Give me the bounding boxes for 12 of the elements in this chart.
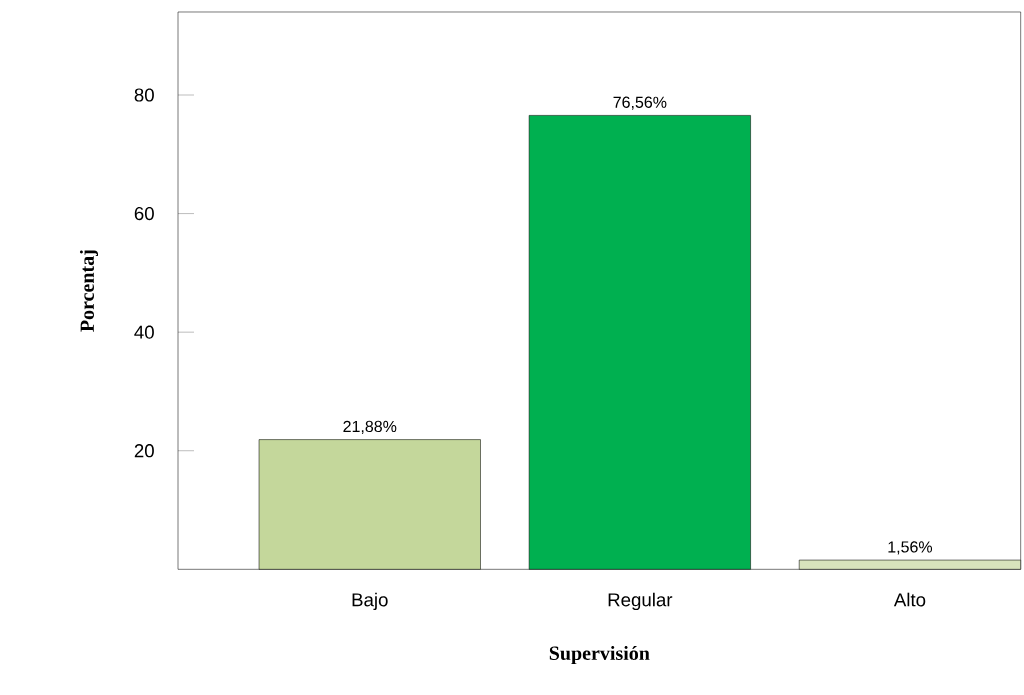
x-axis-title: Supervisión (549, 646, 650, 665)
data-label: 76,56% (613, 96, 667, 110)
x-tick-label: Alto (893, 592, 926, 607)
x-tick-label: Regular (608, 592, 673, 611)
y-tick-label: 60 (134, 207, 154, 221)
x-tick-label: Bajo (352, 592, 388, 611)
y-axis-title: Porcentaj (79, 250, 99, 332)
y-tick-label: 80 (134, 88, 154, 102)
y-tick-label: 40 (134, 325, 154, 339)
data-label: 1,56% (888, 541, 933, 555)
y-tick-label: 20 (134, 444, 154, 458)
data-label: 21,88% (343, 420, 397, 435)
